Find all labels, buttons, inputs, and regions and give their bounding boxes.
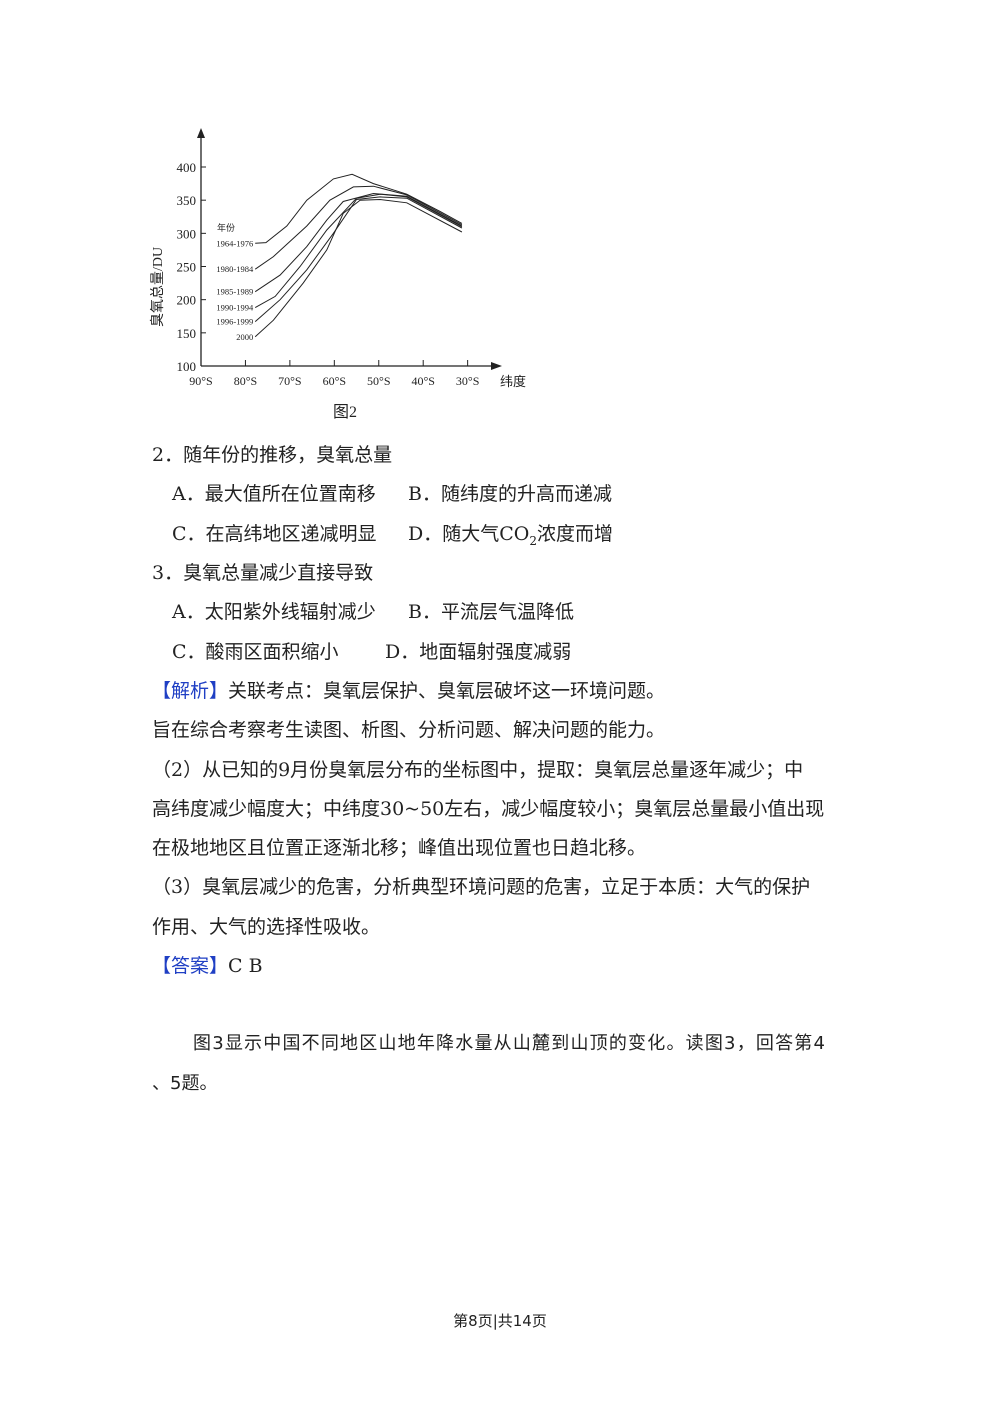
- y-axis-label: 臭氧总量/DU: [150, 247, 166, 327]
- q2-option-a: A．最大值所在位置南移: [172, 483, 376, 505]
- series-label: 1964-1976: [216, 238, 253, 248]
- analysis-line: （3）臭氧层减少的危害，分析典型环境问题的危害，立足于本质：大气的保护: [152, 876, 811, 898]
- series-label: 1980-1984: [216, 264, 254, 274]
- q2-option-d: D．随大气CO2浓度而增: [408, 522, 613, 553]
- q2-stem: 2．随年份的推移，臭氧总量: [152, 444, 393, 466]
- x-tick-label: 80°S: [234, 374, 257, 388]
- x-tick-label: 90°S: [189, 374, 212, 388]
- x-tick-label: 70°S: [278, 374, 301, 388]
- analysis-text: 关联考点：臭氧层保护、臭氧层破坏这一环境问题。: [228, 680, 666, 702]
- series-line: [254, 198, 463, 338]
- answer-line: 【答案】C B: [152, 954, 263, 978]
- legend-title: 年份: [217, 222, 235, 233]
- series-label: 1990-1994: [216, 303, 254, 313]
- y-axis-arrow: [197, 128, 205, 138]
- chart-axes: 100 150 200 250 300 350 400 90°S 80°S 70°S 60°S 50°…: [177, 128, 502, 388]
- answer-value: C B: [228, 955, 263, 977]
- page-footer: 第8页|共14页: [453, 1312, 547, 1330]
- analysis-line: 【解析】关联考点：臭氧层保护、臭氧层破坏这一环境问题。: [152, 679, 665, 703]
- q2-option-d-text2: 浓度而增: [537, 523, 614, 545]
- answer-tag: 【答案】: [152, 955, 229, 977]
- y-tick-label: 150: [177, 326, 197, 341]
- q3-option-c: C．酸雨区面积缩小: [172, 641, 339, 663]
- subscript: 2: [529, 533, 537, 548]
- q3-stem: 3．臭氧总量减少直接导致: [152, 562, 374, 584]
- y-tick-label: 100: [177, 359, 197, 374]
- x-axis-label: 纬度: [500, 374, 526, 389]
- analysis-line: 在极地地区且位置正逐渐北移；峰值出现位置也日趋北移。: [152, 837, 647, 859]
- q3-option-b: B．平流层气温降低: [408, 601, 574, 623]
- series-line: [254, 193, 463, 309]
- series-line: [255, 173, 463, 244]
- q2-option-c: C．在高纬地区递减明显: [172, 523, 377, 545]
- analysis-line: （2）从已知的9月份臭氧层分布的坐标图中，提取：臭氧层总量逐年减少；中: [152, 759, 804, 781]
- analysis-line: 作用、大气的选择性吸收。: [152, 916, 381, 938]
- y-tick-label: 250: [177, 260, 197, 275]
- series-line: [254, 192, 463, 293]
- x-tick-label: 40°S: [411, 374, 434, 388]
- intro-line: 、5题。: [152, 1073, 218, 1094]
- q3-option-d: D．地面辐射强度减弱: [385, 641, 572, 663]
- q2-option-d-text: D．随大气CO: [408, 523, 530, 545]
- x-axis-arrow: [491, 362, 502, 370]
- analysis-line: 旨在综合考察考生读图、析图、分析问题、解决问题的能力。: [152, 719, 666, 741]
- analysis-tag: 【解析】: [152, 680, 229, 702]
- intro-line: 图3显示中国不同地区山地年降水量从山麓到山顶的变化。读图3，回答第4: [193, 1033, 827, 1054]
- series-line: [254, 196, 463, 322]
- chart-series: 1964-1976 1980-1984 1985-1989 1990-1994 1996…: [216, 173, 463, 342]
- series-label: 1985-1989: [216, 287, 253, 297]
- chart-caption: 图2: [333, 404, 357, 420]
- series-label: 2000: [236, 332, 253, 342]
- y-tick-label: 400: [177, 160, 197, 175]
- series-label: 1996-1999: [216, 317, 253, 327]
- y-tick-label: 350: [177, 193, 197, 208]
- y-tick-label: 300: [177, 226, 197, 241]
- analysis-line: 高纬度减少幅度大；中纬度30~50左右，减少幅度较小；臭氧层总量最小值出现: [152, 798, 825, 820]
- ozone-chart: 100 150 200 250 300 350 400 90°S 80°S 70°S 60°S 50°…: [150, 128, 526, 420]
- q2-option-b: B．随纬度的升高而递减: [408, 483, 612, 505]
- x-tick-label: 50°S: [367, 374, 390, 388]
- q3-option-a: A．太阳紫外线辐射减少: [172, 601, 376, 623]
- series-line: [254, 185, 463, 270]
- x-tick-label: 60°S: [323, 374, 346, 388]
- y-tick-label: 200: [177, 293, 197, 308]
- x-tick-label: 30°S: [456, 374, 479, 388]
